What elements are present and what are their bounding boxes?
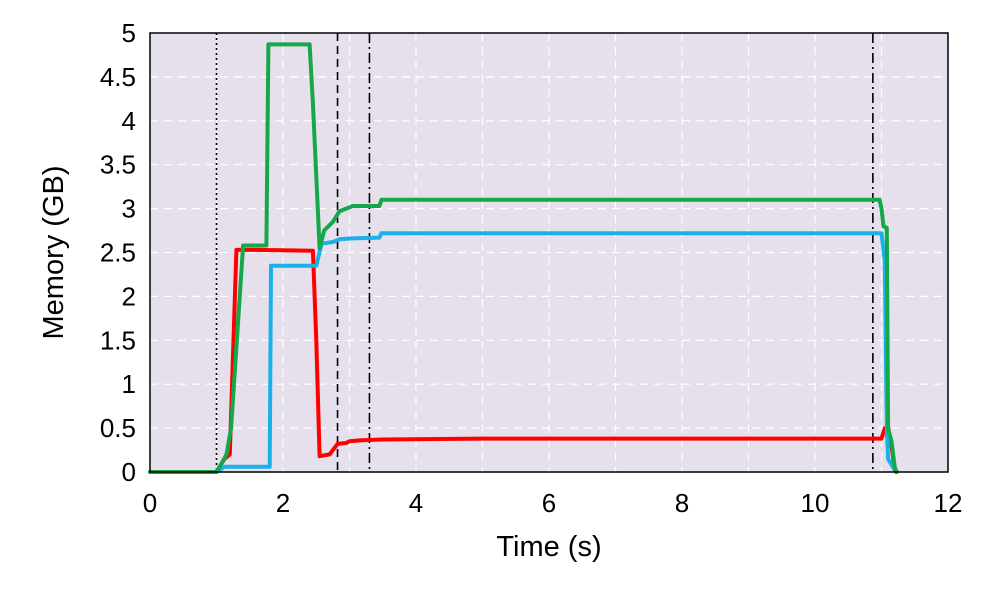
y-tick-label: 4.5	[100, 62, 136, 92]
y-tick-label: 4	[122, 106, 136, 136]
x-tick-labels: 0 2 4 6 8 10 12	[143, 488, 963, 518]
y-tick-label: 2.5	[100, 238, 136, 268]
y-tick-label: 0	[122, 457, 136, 487]
y-tick-label: 1.5	[100, 325, 136, 355]
x-axis-label: Time (s)	[496, 531, 601, 563]
x-tick-label: 6	[542, 488, 556, 518]
x-tick-label: 2	[276, 488, 290, 518]
y-tick-label: 3	[122, 194, 136, 224]
y-tick-label: 1	[122, 369, 136, 399]
y-tick-labels: 0 0.5 1 1.5 2 2.5 3 3.5 4 4.5 5	[100, 18, 136, 487]
x-tick-label: 4	[409, 488, 423, 518]
y-axis-label: Memory (GB)	[38, 166, 70, 340]
x-tick-label: 0	[143, 488, 157, 518]
x-tick-label: 8	[675, 488, 689, 518]
y-tick-label: 5	[122, 18, 136, 48]
y-tick-label: 0.5	[100, 413, 136, 443]
x-tick-label: 12	[934, 488, 963, 518]
y-tick-label: 3.5	[100, 150, 136, 180]
y-tick-label: 2	[122, 281, 136, 311]
x-tick-label: 10	[801, 488, 830, 518]
